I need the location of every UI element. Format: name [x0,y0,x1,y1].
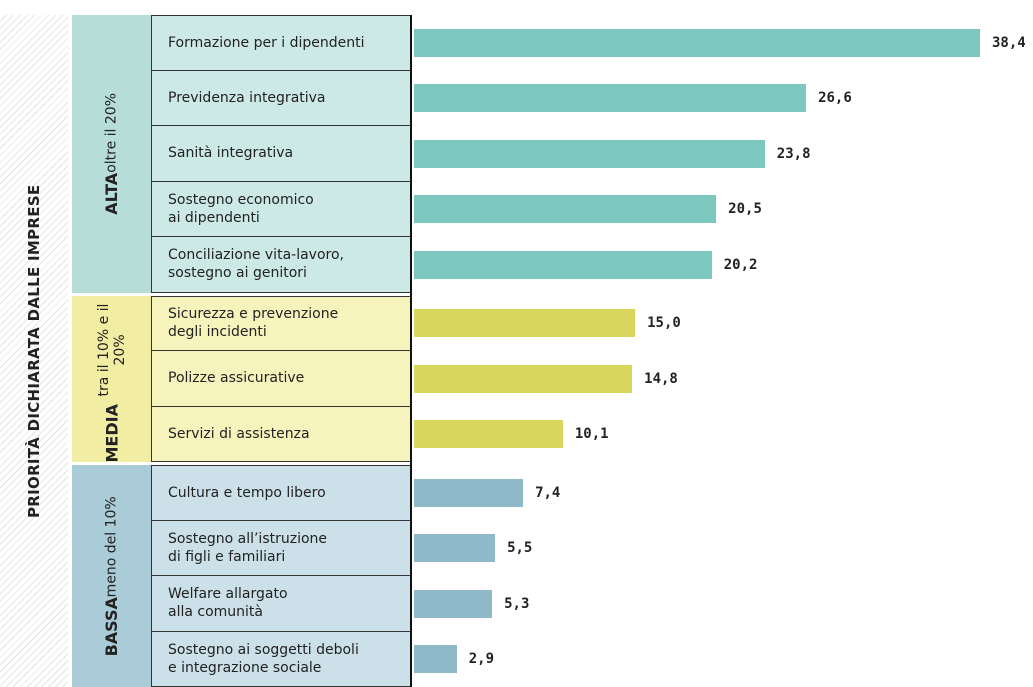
group-name: BASSA [102,596,121,657]
bar [414,589,493,618]
bar [414,645,457,674]
group-note: tra il 10% e il 20% [95,303,128,396]
value-label: 14,8 [644,370,678,387]
group-cell: BASSA meno del 10% [72,465,152,687]
group-note: meno del 10% [103,495,120,597]
value-label: 15,0 [647,315,681,332]
bar [414,250,712,279]
category-label: Servizi di assistenza [152,406,410,462]
value-label: 10,1 [574,426,609,443]
value-label: 26,6 [818,90,852,107]
category-label: Sostegno economico ai dipendenti [152,181,410,237]
category-label: Cultura e tempo libero [152,465,410,521]
group-cell: MEDIA tra il 10% e il 20% [72,295,152,462]
value-label: 20,5 [728,201,762,218]
hatch-strip [0,15,68,687]
group-name: MEDIA [102,403,121,462]
bar [414,309,636,338]
bar [414,139,765,168]
value-label: 7,4 [535,484,561,501]
value-label: 23,8 [776,145,811,162]
value-label: 5,3 [504,595,530,612]
category-label: Welfare allargato alla comunità [152,576,410,632]
category-label: Sicurezza e prevenzione degli incidenti [152,295,410,351]
category-label: Formazione per i dipendenti [152,15,410,71]
group-name: ALTA [102,172,121,215]
value-label: 20,2 [723,256,758,273]
bar [414,28,980,57]
group-label: MEDIA tra il 10% e il 20% [95,296,128,462]
group-label: BASSA meno del 10% [102,496,121,656]
category-label: Conciliazione vita-lavoro, sostegno ai g… [152,237,410,293]
group-label: ALTA oltre il 20% [102,93,121,215]
value-label: 38,4 [992,34,1026,51]
group-cell: ALTA oltre il 20% [72,15,152,293]
group-note: oltre il 20% [103,92,120,173]
value-label: 2,9 [468,651,495,668]
bar [414,478,524,507]
bar [414,420,563,449]
bar [414,364,633,393]
value-label: 5,5 [507,540,533,557]
axis-line [410,15,412,687]
bar [414,84,807,113]
category-label: Sanità integrativa [152,126,410,182]
category-label: Previdenza integrativa [152,70,410,126]
category-label: Sostegno all’istruzione di figli e famil… [152,520,410,576]
category-label: Polizze assicurative [152,351,410,407]
category-label: Sostegno ai soggetti deboli e integrazio… [152,631,410,687]
bar [414,195,717,224]
y-axis-label: PRIORITÀ DICHIARATA DALLE IMPRESE [25,184,43,518]
bar [414,534,496,563]
